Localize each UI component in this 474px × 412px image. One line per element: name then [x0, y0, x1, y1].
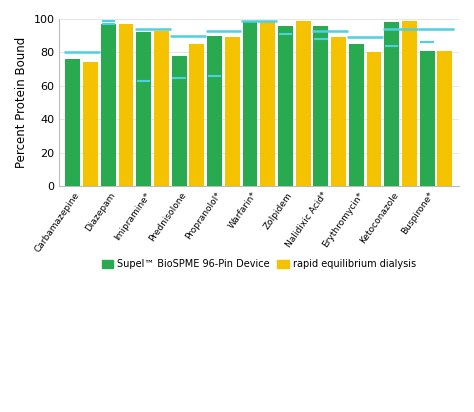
Bar — [154, 31, 169, 186]
Bar — [278, 26, 293, 186]
Bar — [243, 21, 257, 186]
Bar — [438, 51, 452, 186]
Bar — [349, 44, 364, 186]
Bar — [419, 51, 435, 186]
Bar — [137, 33, 151, 186]
Bar — [207, 36, 222, 186]
Bar — [225, 37, 240, 186]
Bar — [118, 24, 134, 186]
Legend: Supel™ BioSPME 96-Pin Device, rapid equilibrium dialysis: Supel™ BioSPME 96-Pin Device, rapid equi… — [98, 255, 420, 273]
Bar — [296, 21, 310, 186]
Y-axis label: Percent Protein Bound: Percent Protein Bound — [15, 37, 28, 168]
Bar — [384, 22, 399, 186]
Bar — [190, 44, 204, 186]
Bar — [172, 56, 187, 186]
Bar — [83, 63, 98, 186]
Bar — [260, 22, 275, 186]
Bar — [313, 26, 328, 186]
Bar — [101, 24, 116, 186]
Bar — [65, 59, 80, 186]
Bar — [331, 37, 346, 186]
Bar — [402, 21, 417, 186]
Bar — [366, 52, 382, 186]
